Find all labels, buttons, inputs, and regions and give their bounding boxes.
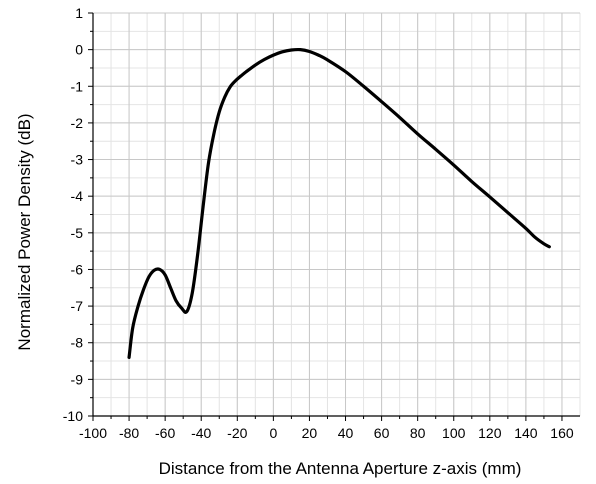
x-tick-label: 80 <box>410 425 426 441</box>
y-tick-label: -2 <box>71 115 84 131</box>
y-tick-label: -3 <box>71 152 84 168</box>
y-tick-label: -10 <box>63 408 83 424</box>
y-tick-label: -6 <box>71 261 84 277</box>
y-axis-title: Normalized Power Density (dB) <box>15 113 34 350</box>
series-line-0 <box>127 47 551 359</box>
x-tick-label: -40 <box>191 425 211 441</box>
y-tick-label: 0 <box>75 42 83 58</box>
x-tick-label: 160 <box>550 425 574 441</box>
series-layer <box>127 47 551 359</box>
x-tick-label: 20 <box>302 425 318 441</box>
x-tick-label: -20 <box>227 425 247 441</box>
tick-labels: -100 -80 -60 -40 -20 0 20 40 60 80 100 120 140 160 1 0 -… <box>63 5 574 441</box>
y-tick-label: -9 <box>71 371 84 387</box>
x-tick-label: 100 <box>442 425 466 441</box>
axes <box>88 12 580 421</box>
x-tick-label: 60 <box>374 425 390 441</box>
y-tick-label: -5 <box>71 225 84 241</box>
x-tick-label: 140 <box>514 425 538 441</box>
y-tick-label: -8 <box>71 335 84 351</box>
gridlines <box>92 12 581 417</box>
x-axis-title: Distance from the Antenna Aperture z-axi… <box>159 459 522 478</box>
x-tick-label: 120 <box>478 425 502 441</box>
x-tick-label: -60 <box>155 425 175 441</box>
x-tick-label: 0 <box>269 425 277 441</box>
x-tick-label: -100 <box>79 425 107 441</box>
x-tick-label: 40 <box>338 425 354 441</box>
x-tick-label: -80 <box>119 425 139 441</box>
y-tick-label: -1 <box>71 78 84 94</box>
y-tick-label: -7 <box>71 298 84 314</box>
y-tick-label: -4 <box>71 188 84 204</box>
y-tick-label: 1 <box>75 5 83 21</box>
